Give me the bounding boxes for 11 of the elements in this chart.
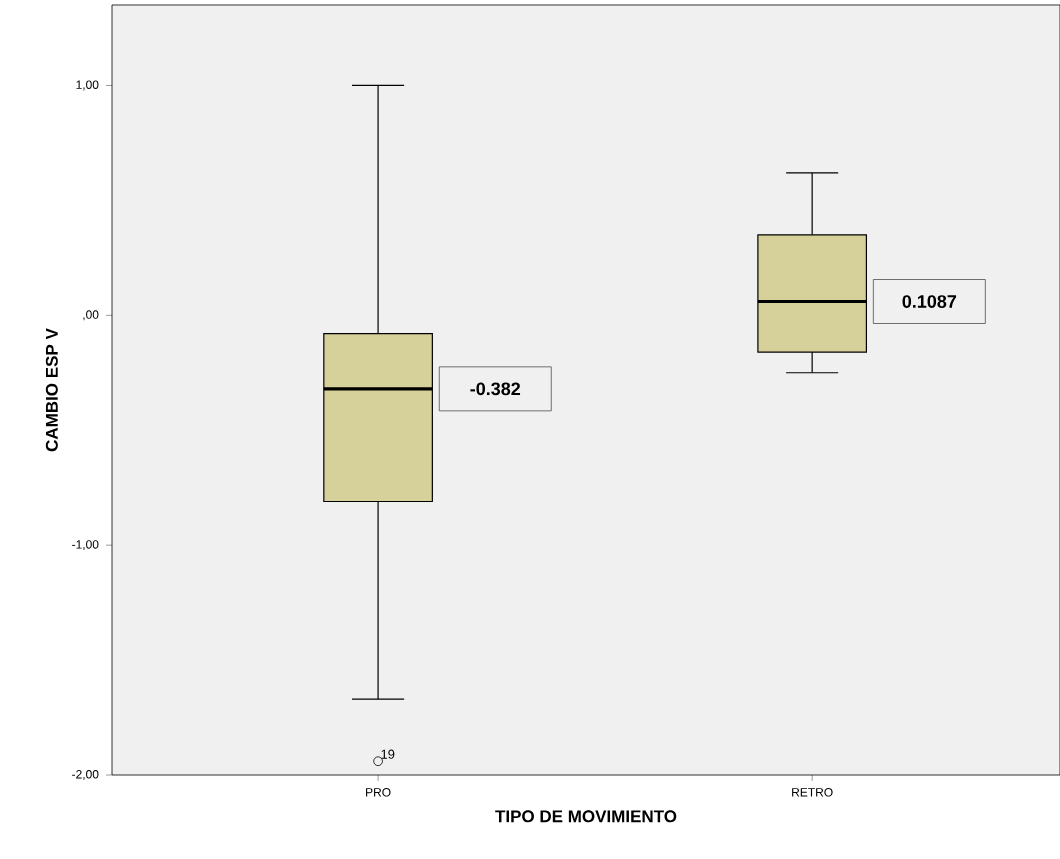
x-tick-label: PRO (366, 788, 391, 797)
y-tick-label: ,00 (83, 310, 99, 321)
annotation: 19 (381, 749, 395, 759)
y-axis-title: CAMBIO ESP V (45, 328, 58, 452)
x-axis-title: TIPO DE MOVIMIENTO (495, 810, 677, 823)
y-tick-label: 1,00 (76, 80, 99, 91)
y-tick-label: -1,00 (72, 540, 99, 551)
annotation: 0.1087 (902, 295, 957, 308)
annotation: -0.382 (470, 382, 521, 396)
y-tick-label: -2,00 (72, 770, 99, 780)
x-tick-label: RETRO (792, 788, 833, 797)
